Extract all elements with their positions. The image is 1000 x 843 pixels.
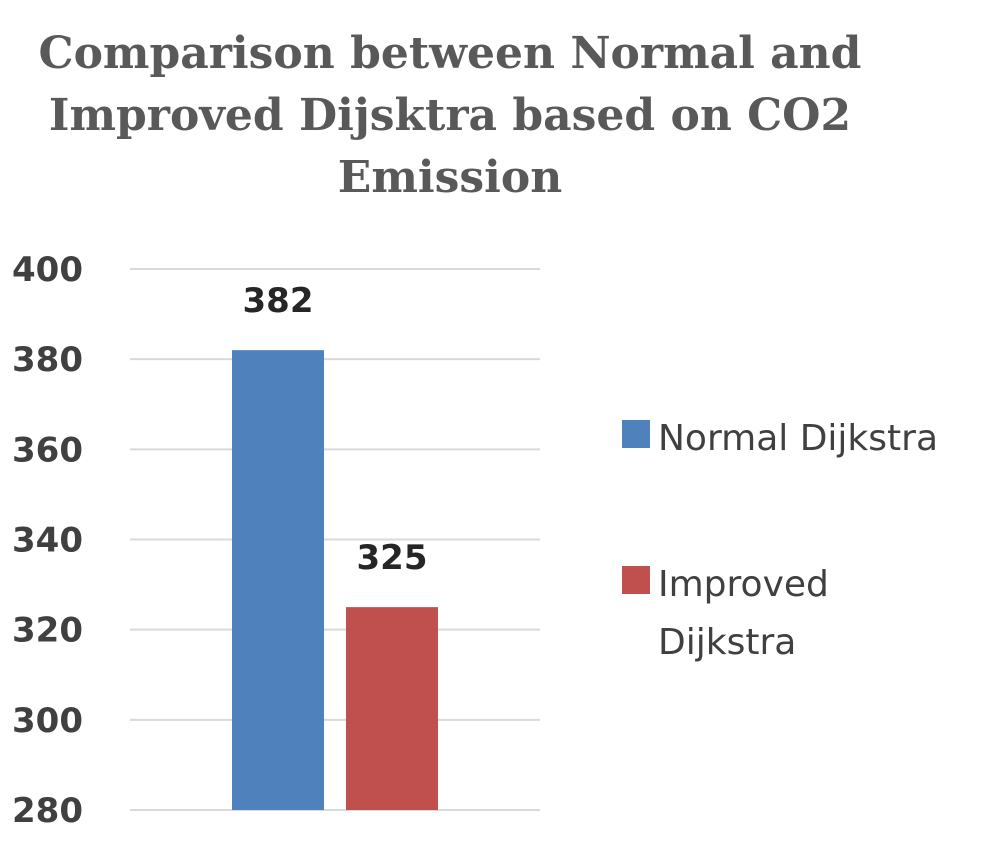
legend: Normal Dijkstra Improved Dijkstra <box>622 418 938 663</box>
legend-swatch <box>622 566 650 594</box>
bar-improved-dijkstra <box>346 607 438 810</box>
y-tick-label: 320 <box>12 611 83 651</box>
legend-swatch <box>622 420 650 448</box>
data-label: 325 <box>357 538 428 578</box>
y-tick-label: 360 <box>12 430 83 470</box>
data-label: 382 <box>243 281 314 321</box>
legend-label: Normal Dijkstra <box>658 418 938 459</box>
chart-title-line-3: Emission <box>338 152 562 203</box>
data-labels: 382 325 <box>243 281 428 578</box>
chart-title-line-2: Improved Dijsktra based on CO2 <box>49 90 851 141</box>
y-tick-label: 380 <box>12 340 83 380</box>
bar-normal-dijkstra <box>232 350 324 810</box>
legend-label: Improved <box>658 564 829 605</box>
chart-title: Comparison between Normal and Improved D… <box>39 28 862 203</box>
y-axis-tick-labels: 400 380 360 340 320 300 280 <box>12 250 83 831</box>
y-tick-label: 400 <box>12 250 83 290</box>
y-tick-label: 300 <box>12 701 83 741</box>
y-tick-label: 340 <box>12 521 83 561</box>
legend-label: Dijkstra <box>658 622 796 663</box>
chart-title-line-1: Comparison between Normal and <box>39 28 862 79</box>
gridlines <box>130 268 540 811</box>
y-tick-label: 280 <box>12 791 83 831</box>
bars <box>232 350 438 810</box>
